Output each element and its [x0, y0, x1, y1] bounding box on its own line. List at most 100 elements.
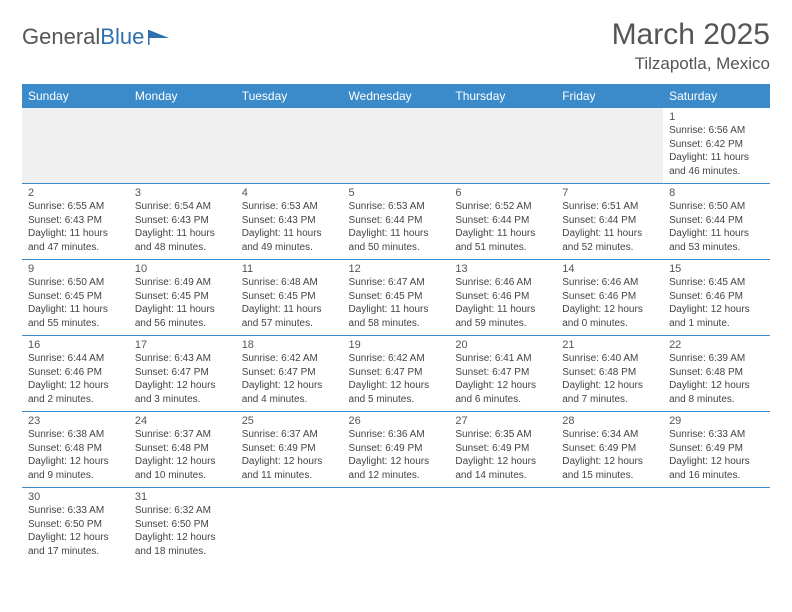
sunset-text: Sunset: 6:49 PM: [455, 442, 550, 456]
sunset-text: Sunset: 6:50 PM: [28, 518, 123, 532]
sunset-text: Sunset: 6:48 PM: [28, 442, 123, 456]
day-number: 31: [135, 491, 230, 503]
sunrise-text: Sunrise: 6:52 AM: [455, 200, 550, 214]
sunset-text: Sunset: 6:45 PM: [135, 290, 230, 304]
calendar-cell: 7Sunrise: 6:51 AMSunset: 6:44 PMDaylight…: [556, 184, 663, 260]
day-number: 25: [242, 415, 337, 427]
daylight-text: Daylight: 12 hours and 3 minutes.: [135, 379, 230, 406]
weekday-header: Thursday: [449, 84, 556, 108]
calendar-row: 16Sunrise: 6:44 AMSunset: 6:46 PMDayligh…: [22, 336, 770, 412]
calendar-cell: 16Sunrise: 6:44 AMSunset: 6:46 PMDayligh…: [22, 336, 129, 412]
calendar-row: 30Sunrise: 6:33 AMSunset: 6:50 PMDayligh…: [22, 488, 770, 564]
daylight-text: Daylight: 11 hours and 50 minutes.: [349, 227, 444, 254]
daylight-text: Daylight: 11 hours and 49 minutes.: [242, 227, 337, 254]
calendar-row: 9Sunrise: 6:50 AMSunset: 6:45 PMDaylight…: [22, 260, 770, 336]
sunrise-text: Sunrise: 6:33 AM: [28, 504, 123, 518]
sunrise-text: Sunrise: 6:40 AM: [562, 352, 657, 366]
daylight-text: Daylight: 12 hours and 16 minutes.: [669, 455, 764, 482]
calendar-cell: 23Sunrise: 6:38 AMSunset: 6:48 PMDayligh…: [22, 412, 129, 488]
day-number: 6: [455, 187, 550, 199]
day-number: 5: [349, 187, 444, 199]
daylight-text: Daylight: 11 hours and 46 minutes.: [669, 151, 764, 178]
daylight-text: Daylight: 12 hours and 10 minutes.: [135, 455, 230, 482]
logo-text-2: Blue: [100, 24, 144, 50]
daylight-text: Daylight: 12 hours and 18 minutes.: [135, 531, 230, 558]
month-title: March 2025: [612, 18, 770, 52]
calendar-cell: [449, 108, 556, 184]
calendar-cell: 26Sunrise: 6:36 AMSunset: 6:49 PMDayligh…: [343, 412, 450, 488]
sunset-text: Sunset: 6:45 PM: [28, 290, 123, 304]
calendar-cell: 30Sunrise: 6:33 AMSunset: 6:50 PMDayligh…: [22, 488, 129, 564]
sunrise-text: Sunrise: 6:34 AM: [562, 428, 657, 442]
weekday-header: Monday: [129, 84, 236, 108]
weekday-header: Saturday: [663, 84, 770, 108]
day-number: 18: [242, 339, 337, 351]
sunrise-text: Sunrise: 6:43 AM: [135, 352, 230, 366]
calendar-cell: 17Sunrise: 6:43 AMSunset: 6:47 PMDayligh…: [129, 336, 236, 412]
calendar-cell: 6Sunrise: 6:52 AMSunset: 6:44 PMDaylight…: [449, 184, 556, 260]
sunset-text: Sunset: 6:46 PM: [455, 290, 550, 304]
calendar-cell: 31Sunrise: 6:32 AMSunset: 6:50 PMDayligh…: [129, 488, 236, 564]
calendar-cell: 4Sunrise: 6:53 AMSunset: 6:43 PMDaylight…: [236, 184, 343, 260]
sunrise-text: Sunrise: 6:54 AM: [135, 200, 230, 214]
calendar-cell: [22, 108, 129, 184]
daylight-text: Daylight: 12 hours and 2 minutes.: [28, 379, 123, 406]
daylight-text: Daylight: 12 hours and 4 minutes.: [242, 379, 337, 406]
calendar-cell: 9Sunrise: 6:50 AMSunset: 6:45 PMDaylight…: [22, 260, 129, 336]
sunset-text: Sunset: 6:48 PM: [562, 366, 657, 380]
calendar-cell: 21Sunrise: 6:40 AMSunset: 6:48 PMDayligh…: [556, 336, 663, 412]
sunset-text: Sunset: 6:49 PM: [669, 442, 764, 456]
daylight-text: Daylight: 12 hours and 15 minutes.: [562, 455, 657, 482]
weekday-header: Tuesday: [236, 84, 343, 108]
sunset-text: Sunset: 6:47 PM: [349, 366, 444, 380]
daylight-text: Daylight: 11 hours and 55 minutes.: [28, 303, 123, 330]
day-number: 19: [349, 339, 444, 351]
sunrise-text: Sunrise: 6:42 AM: [349, 352, 444, 366]
day-number: 12: [349, 263, 444, 275]
day-number: 14: [562, 263, 657, 275]
calendar-cell: [236, 108, 343, 184]
day-number: 15: [669, 263, 764, 275]
sunrise-text: Sunrise: 6:36 AM: [349, 428, 444, 442]
sunset-text: Sunset: 6:47 PM: [242, 366, 337, 380]
sunrise-text: Sunrise: 6:47 AM: [349, 276, 444, 290]
sunset-text: Sunset: 6:47 PM: [135, 366, 230, 380]
weekday-header-row: Sunday Monday Tuesday Wednesday Thursday…: [22, 84, 770, 108]
sunrise-text: Sunrise: 6:53 AM: [349, 200, 444, 214]
sunset-text: Sunset: 6:46 PM: [28, 366, 123, 380]
day-number: 16: [28, 339, 123, 351]
day-number: 7: [562, 187, 657, 199]
calendar-cell: 25Sunrise: 6:37 AMSunset: 6:49 PMDayligh…: [236, 412, 343, 488]
day-number: 9: [28, 263, 123, 275]
day-number: 13: [455, 263, 550, 275]
calendar-body: 1Sunrise: 6:56 AMSunset: 6:42 PMDaylight…: [22, 108, 770, 563]
weekday-header: Friday: [556, 84, 663, 108]
calendar-cell: [556, 488, 663, 564]
sunrise-text: Sunrise: 6:42 AM: [242, 352, 337, 366]
sunrise-text: Sunrise: 6:41 AM: [455, 352, 550, 366]
sunrise-text: Sunrise: 6:45 AM: [669, 276, 764, 290]
sunrise-text: Sunrise: 6:37 AM: [135, 428, 230, 442]
day-number: 10: [135, 263, 230, 275]
day-number: 26: [349, 415, 444, 427]
sunset-text: Sunset: 6:43 PM: [28, 214, 123, 228]
calendar-cell: 22Sunrise: 6:39 AMSunset: 6:48 PMDayligh…: [663, 336, 770, 412]
calendar-cell: [236, 488, 343, 564]
calendar-row: 1Sunrise: 6:56 AMSunset: 6:42 PMDaylight…: [22, 108, 770, 184]
daylight-text: Daylight: 11 hours and 51 minutes.: [455, 227, 550, 254]
sunrise-text: Sunrise: 6:48 AM: [242, 276, 337, 290]
sunrise-text: Sunrise: 6:32 AM: [135, 504, 230, 518]
sunrise-text: Sunrise: 6:49 AM: [135, 276, 230, 290]
sunrise-text: Sunrise: 6:38 AM: [28, 428, 123, 442]
sunrise-text: Sunrise: 6:50 AM: [28, 276, 123, 290]
sunrise-text: Sunrise: 6:39 AM: [669, 352, 764, 366]
daylight-text: Daylight: 12 hours and 12 minutes.: [349, 455, 444, 482]
sunrise-text: Sunrise: 6:51 AM: [562, 200, 657, 214]
calendar-cell: [129, 108, 236, 184]
calendar-row: 23Sunrise: 6:38 AMSunset: 6:48 PMDayligh…: [22, 412, 770, 488]
daylight-text: Daylight: 12 hours and 0 minutes.: [562, 303, 657, 330]
day-number: 4: [242, 187, 337, 199]
sunset-text: Sunset: 6:48 PM: [135, 442, 230, 456]
daylight-text: Daylight: 11 hours and 59 minutes.: [455, 303, 550, 330]
day-number: 24: [135, 415, 230, 427]
